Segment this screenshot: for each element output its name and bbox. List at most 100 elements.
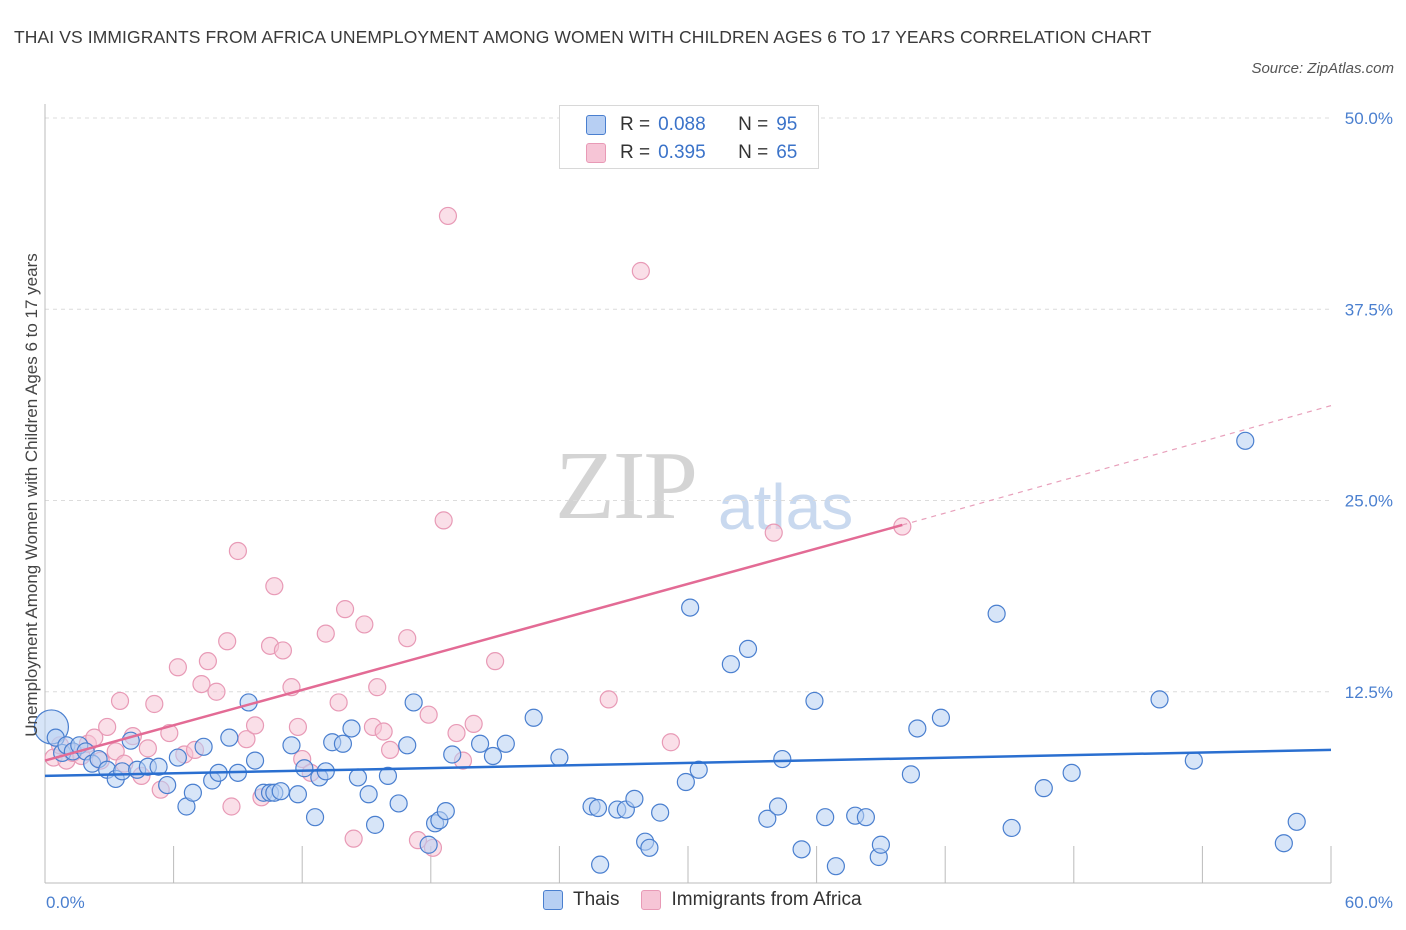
thais-swatch — [543, 890, 563, 910]
thais-point — [721, 655, 740, 674]
legend-row-thais: R = 0.088 N = 95 — [586, 113, 797, 137]
thais-point — [183, 783, 202, 802]
thais-point — [524, 708, 543, 727]
thais-point — [588, 798, 608, 818]
thais-point — [908, 719, 927, 738]
thais-point — [689, 760, 708, 779]
thais-point — [901, 765, 921, 784]
trend-lines — [44, 405, 1332, 778]
africa-point — [273, 641, 293, 660]
legend-label-africa: Immigrants from Africa — [671, 889, 862, 910]
africa-swatch — [586, 143, 606, 163]
thais-point — [773, 749, 792, 769]
africa-point — [245, 716, 265, 735]
thais-point — [1236, 431, 1255, 450]
thais-point — [194, 737, 213, 756]
thais-swatch — [586, 115, 606, 135]
africa-point — [631, 261, 650, 281]
thais-point — [1034, 779, 1053, 798]
thais-point — [768, 797, 788, 816]
y-axis-label: Unemployment Among Women with Children A… — [22, 253, 41, 737]
thais-point — [378, 766, 398, 786]
legend-n-label: N = — [738, 142, 769, 163]
africa-point — [599, 690, 618, 709]
africa-point — [398, 629, 417, 648]
africa-point — [168, 658, 187, 677]
legend-item-thais[interactable]: Thais — [543, 889, 619, 911]
legend-item-africa[interactable]: Immigrants from Africa — [641, 889, 862, 911]
africa-point — [335, 600, 355, 619]
thais-point — [158, 775, 177, 795]
africa-point — [138, 739, 157, 758]
africa-trend-extension — [902, 405, 1332, 526]
thais-point — [288, 785, 308, 804]
thais-point — [856, 808, 875, 827]
x-tick-label: 60.0% — [1345, 893, 1393, 912]
legend-r-label: R = — [620, 114, 651, 135]
thais-point — [483, 746, 503, 766]
africa-point — [218, 632, 237, 651]
y-tick-label: 12.5% — [1345, 683, 1393, 702]
africa-point — [222, 797, 241, 816]
thais-point — [871, 835, 891, 854]
thais-point — [826, 857, 845, 876]
africa-point — [207, 682, 226, 701]
y-tick-label: 37.5% — [1345, 300, 1393, 319]
thais-point — [681, 598, 700, 617]
y-tick-label: 25.0% — [1345, 492, 1393, 511]
thais-point — [496, 734, 515, 753]
correlation-legend: R = 0.088 N = 95 R = 0.395 N = 65 — [559, 105, 819, 169]
africa-point — [380, 740, 400, 759]
thais-point — [389, 794, 408, 813]
thais-point — [398, 736, 417, 755]
africa-point — [329, 693, 348, 712]
thais-point — [805, 691, 824, 711]
thais-point — [1002, 818, 1021, 838]
thais-point — [591, 855, 610, 874]
thais-point — [987, 604, 1006, 623]
africa-point — [288, 717, 308, 737]
africa-point — [265, 577, 284, 596]
x-tick-labels: 0.0% 60.0% — [46, 893, 1393, 912]
thais-point — [333, 734, 353, 753]
chart-title: THAI VS IMMIGRANTS FROM AFRICA UNEMPLOYM… — [14, 27, 1152, 47]
legend-n-label: N = — [738, 114, 769, 135]
thais-point — [365, 815, 385, 834]
thais-point — [149, 757, 168, 776]
axes — [44, 104, 1332, 884]
africa-point — [464, 714, 483, 733]
thais-point — [359, 785, 378, 804]
africa-point — [447, 723, 466, 743]
africa-point — [764, 523, 783, 542]
africa-point — [486, 652, 505, 671]
africa-point — [419, 705, 438, 724]
legend-r-value: 0.395 — [658, 142, 706, 163]
thais-point — [168, 748, 187, 767]
y-tick-label: 50.0% — [1345, 109, 1393, 128]
thais-point — [348, 768, 368, 787]
thais-point — [220, 728, 239, 747]
legend-label-thais: Thais — [573, 889, 620, 910]
africa-point — [344, 829, 363, 848]
thais-point — [436, 801, 455, 821]
thais-point — [758, 809, 777, 828]
legend-n-value: 65 — [776, 142, 798, 163]
legend-r-label: R = — [620, 142, 651, 163]
thais-point — [676, 772, 695, 792]
thais-point — [404, 693, 423, 712]
thais-point — [1184, 751, 1203, 770]
thais-point — [245, 751, 265, 770]
legend-row-africa: R = 0.395 N = 65 — [586, 141, 797, 165]
africa-point — [368, 678, 387, 697]
watermark-zip: ZIP — [555, 432, 698, 540]
thais-point — [792, 840, 811, 859]
thais-point — [282, 736, 301, 755]
thais-trend-line — [44, 748, 1332, 778]
africa-point — [228, 541, 247, 561]
africa-point — [316, 624, 335, 643]
thais-point — [1150, 690, 1169, 709]
africa-point — [374, 722, 393, 741]
africa-point — [438, 206, 458, 226]
thais-point — [305, 808, 325, 827]
thais-point — [931, 708, 951, 727]
